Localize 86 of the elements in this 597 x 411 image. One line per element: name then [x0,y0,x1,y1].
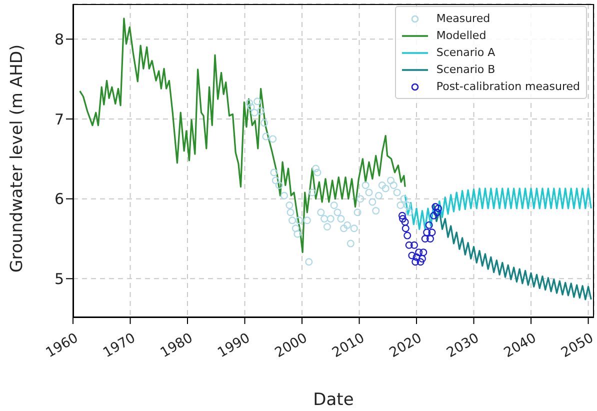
point [330,201,338,209]
point [280,192,288,200]
point [430,212,438,220]
point [350,224,358,232]
legend-label: Measured [436,12,490,25]
point [390,182,398,190]
point [404,201,412,209]
point [340,224,348,232]
point [260,119,268,127]
y-tick-label: 5 [54,270,64,288]
point [247,103,255,111]
point [286,208,294,216]
legend-label: Modelled [436,29,486,42]
point [314,168,322,176]
point [317,208,325,216]
point [365,188,373,196]
point [434,204,442,212]
point [346,240,354,248]
point [337,215,345,223]
point [420,248,428,256]
legend-label: Scenario B [436,63,496,76]
line-series [79,18,406,254]
point [323,223,331,231]
point [334,208,342,216]
point [425,221,433,229]
point [432,203,440,211]
point [410,241,418,249]
point [393,188,401,196]
point [399,215,407,223]
point [374,192,382,200]
point [257,107,265,115]
point [294,230,302,238]
point [320,215,328,223]
point [382,184,390,192]
line-series [432,204,592,300]
y-tick-label: 8 [54,30,64,48]
point [405,241,413,249]
point [288,216,296,224]
point [250,108,258,116]
point [426,235,434,242]
legend-label: Scenario A [436,46,496,59]
point [412,258,420,266]
point [356,195,364,203]
point [401,218,409,226]
point [262,132,270,140]
point [408,252,416,260]
point [400,195,408,203]
point [402,224,410,232]
y-tick-label: 6 [54,190,64,208]
point [372,207,380,215]
point [254,98,262,106]
point [428,228,436,236]
point [412,253,420,261]
point [368,198,376,206]
point [416,258,424,266]
point [295,216,303,224]
point [303,216,311,224]
point [404,232,412,240]
point [421,235,429,242]
y-axis-title: Groundwater level (m AHD) [6,44,26,272]
point [378,182,386,190]
point [269,135,277,143]
point [415,248,423,256]
point [326,215,334,223]
point [308,188,316,196]
point [305,258,313,266]
point [312,164,320,172]
point [362,182,370,190]
point [418,254,426,262]
point [286,201,294,209]
point [433,208,441,216]
point [387,176,395,184]
point [354,208,362,216]
point [405,208,413,216]
point [398,212,406,220]
point [292,224,300,232]
point [423,228,431,236]
y-tick-label: 7 [54,110,64,128]
legend-label: Post-calibration measured [436,80,580,93]
point [275,182,283,190]
point [272,176,280,184]
point [246,99,254,107]
point [270,168,278,176]
point [343,221,351,229]
x-axis-title: Date [313,390,354,410]
point [396,201,404,209]
